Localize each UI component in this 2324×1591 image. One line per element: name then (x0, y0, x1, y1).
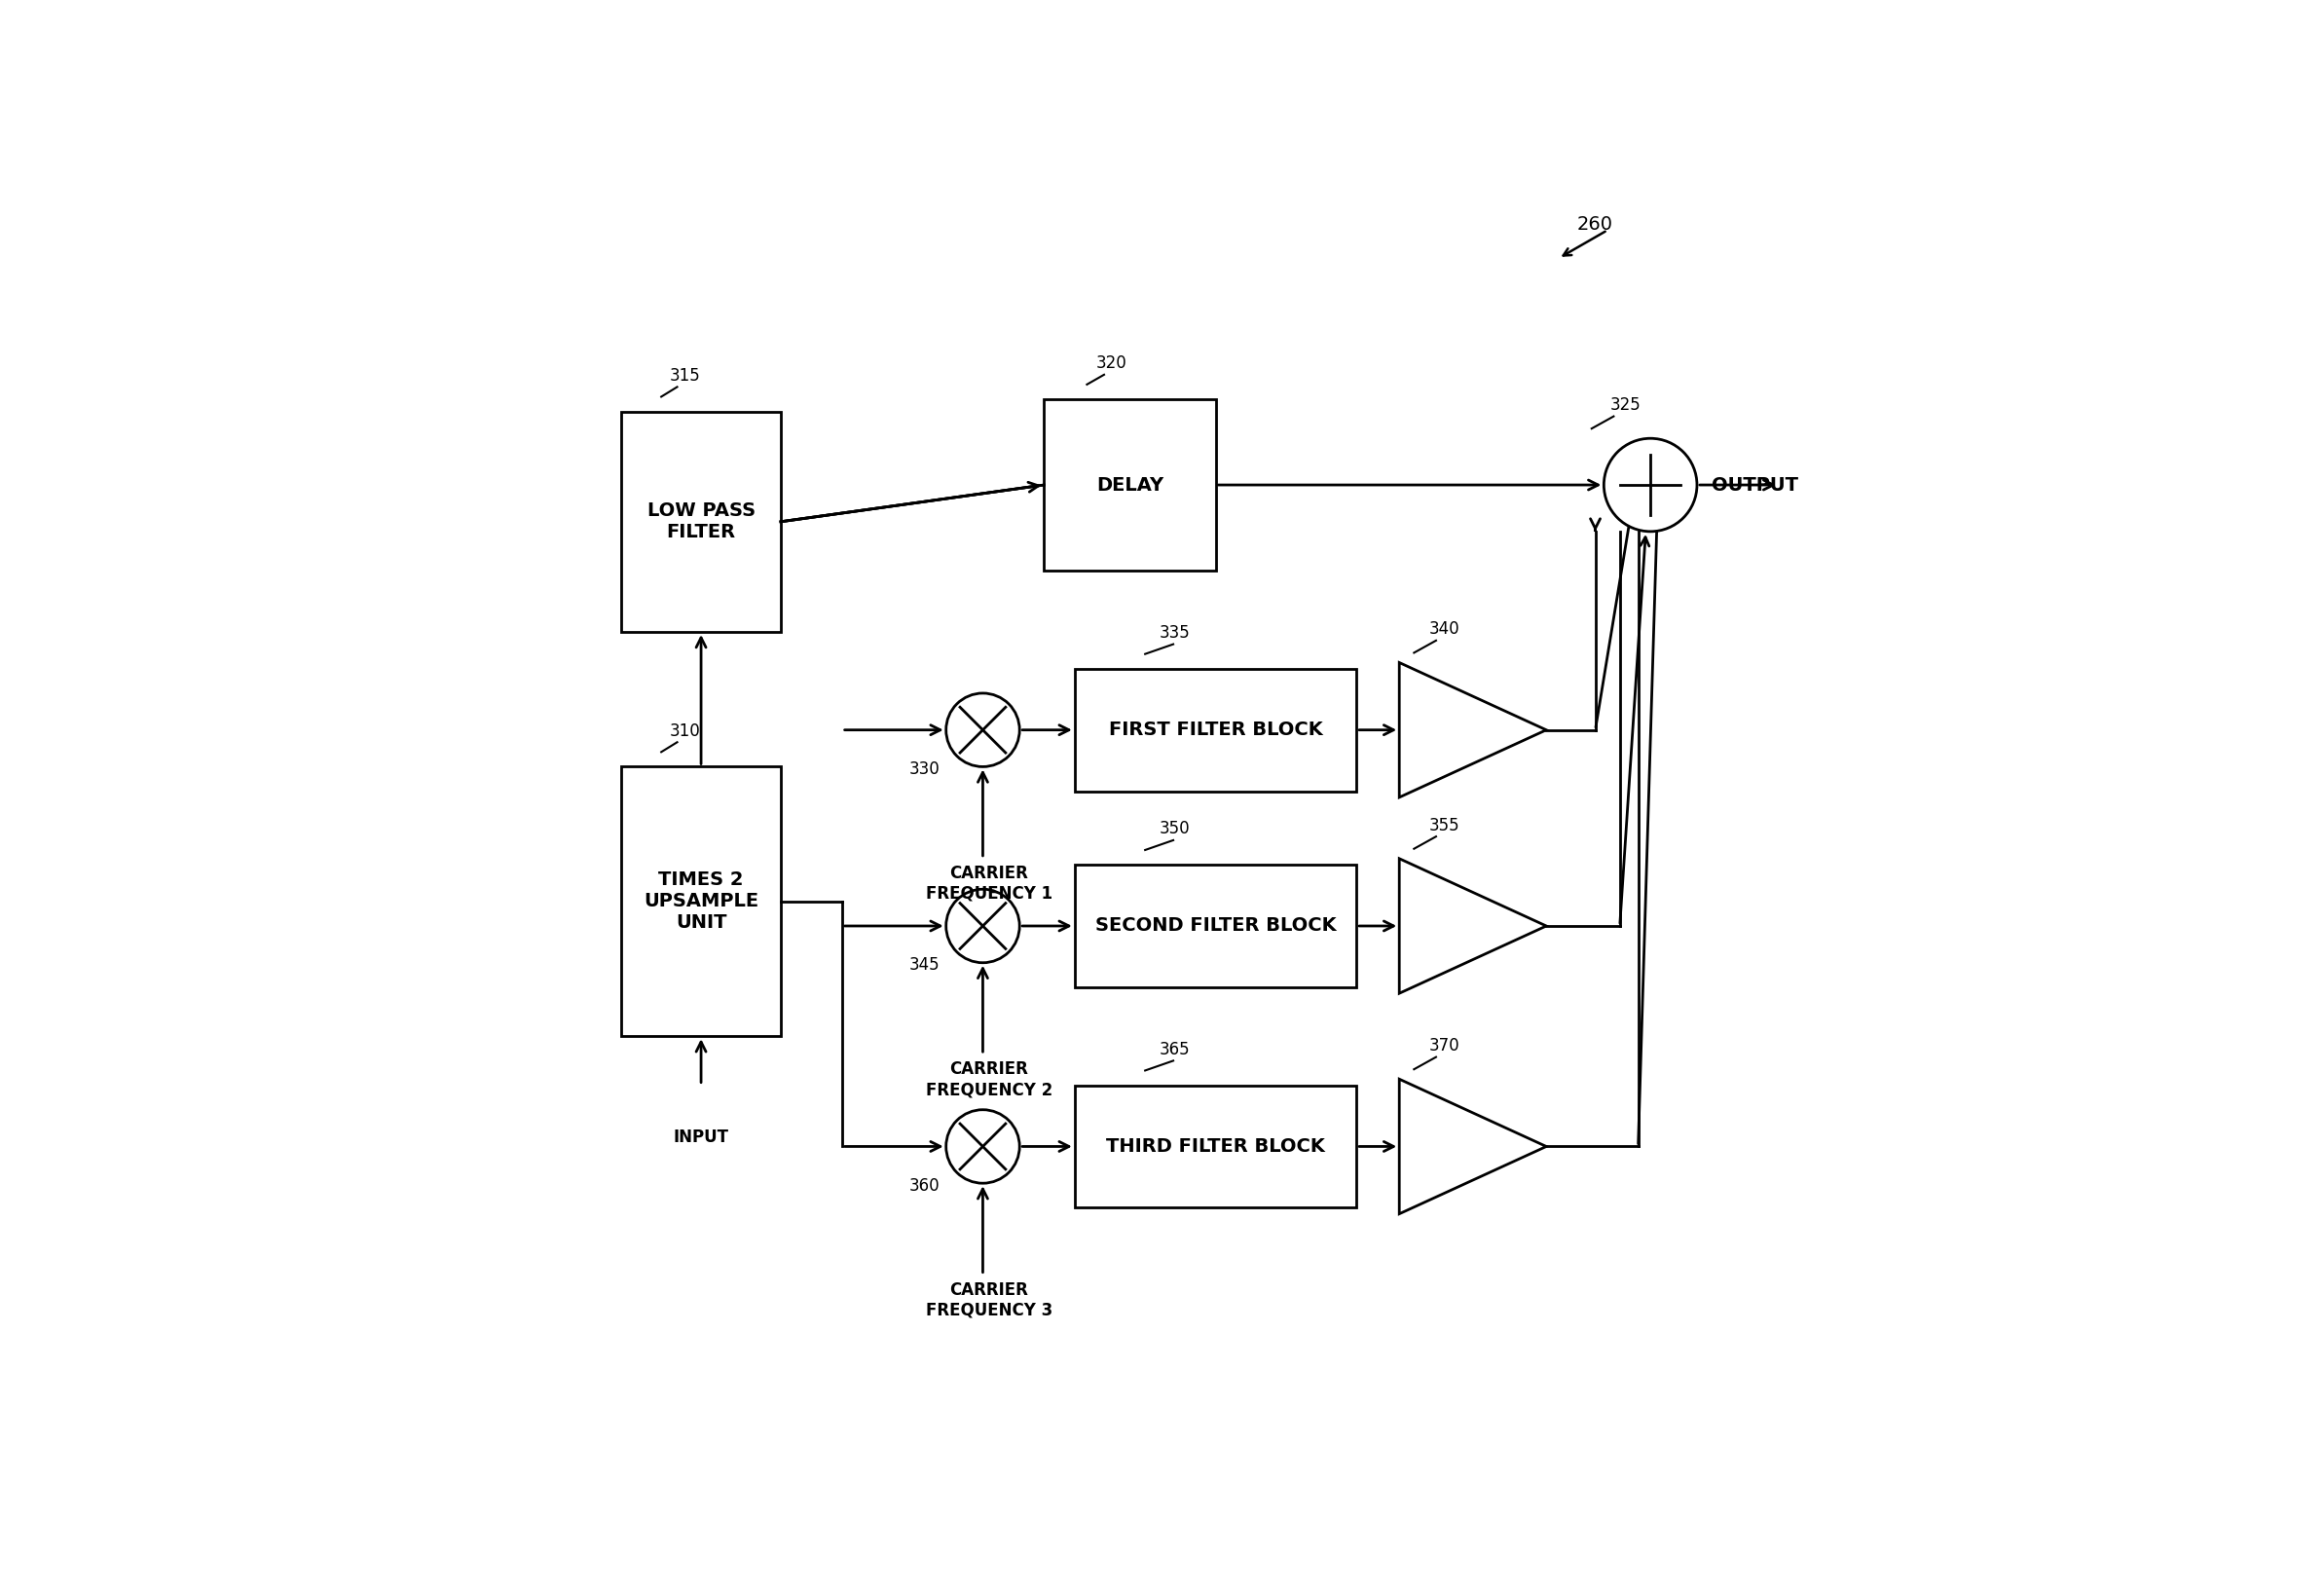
FancyBboxPatch shape (621, 412, 781, 632)
Text: 335: 335 (1160, 624, 1190, 641)
Text: CARRIER
FREQUENCY 3: CARRIER FREQUENCY 3 (925, 1281, 1053, 1319)
Text: 325: 325 (1611, 396, 1641, 414)
Text: SECOND FILTER BLOCK: SECOND FILTER BLOCK (1095, 916, 1336, 936)
Text: TIMES 2
UPSAMPLE
UNIT: TIMES 2 UPSAMPLE UNIT (644, 870, 758, 932)
Text: INPUT: INPUT (674, 1128, 730, 1146)
Text: 355: 355 (1429, 816, 1459, 834)
Text: DELAY: DELAY (1097, 476, 1164, 495)
Text: 360: 360 (909, 1177, 939, 1195)
Text: THIRD FILTER BLOCK: THIRD FILTER BLOCK (1106, 1138, 1325, 1155)
Text: OUTPUT: OUTPUT (1713, 476, 1799, 495)
Text: 345: 345 (909, 956, 939, 974)
Text: 260: 260 (1578, 215, 1613, 234)
FancyBboxPatch shape (1074, 1085, 1357, 1208)
Text: FIRST FILTER BLOCK: FIRST FILTER BLOCK (1109, 721, 1322, 740)
Text: CARRIER
FREQUENCY 1: CARRIER FREQUENCY 1 (925, 866, 1053, 902)
Text: CARRIER
FREQUENCY 2: CARRIER FREQUENCY 2 (925, 1061, 1053, 1098)
Text: 370: 370 (1429, 1037, 1459, 1055)
Text: 320: 320 (1095, 355, 1127, 372)
Text: 330: 330 (909, 760, 939, 778)
Text: 350: 350 (1160, 821, 1190, 838)
Text: 315: 315 (669, 368, 700, 385)
Text: LOW PASS
FILTER: LOW PASS FILTER (646, 501, 755, 541)
Text: 310: 310 (669, 722, 700, 740)
FancyBboxPatch shape (1074, 668, 1357, 791)
FancyBboxPatch shape (1074, 864, 1357, 986)
Text: 365: 365 (1160, 1041, 1190, 1058)
FancyBboxPatch shape (1043, 399, 1215, 571)
Circle shape (1604, 439, 1697, 531)
Text: 340: 340 (1429, 620, 1459, 638)
FancyBboxPatch shape (621, 767, 781, 1036)
